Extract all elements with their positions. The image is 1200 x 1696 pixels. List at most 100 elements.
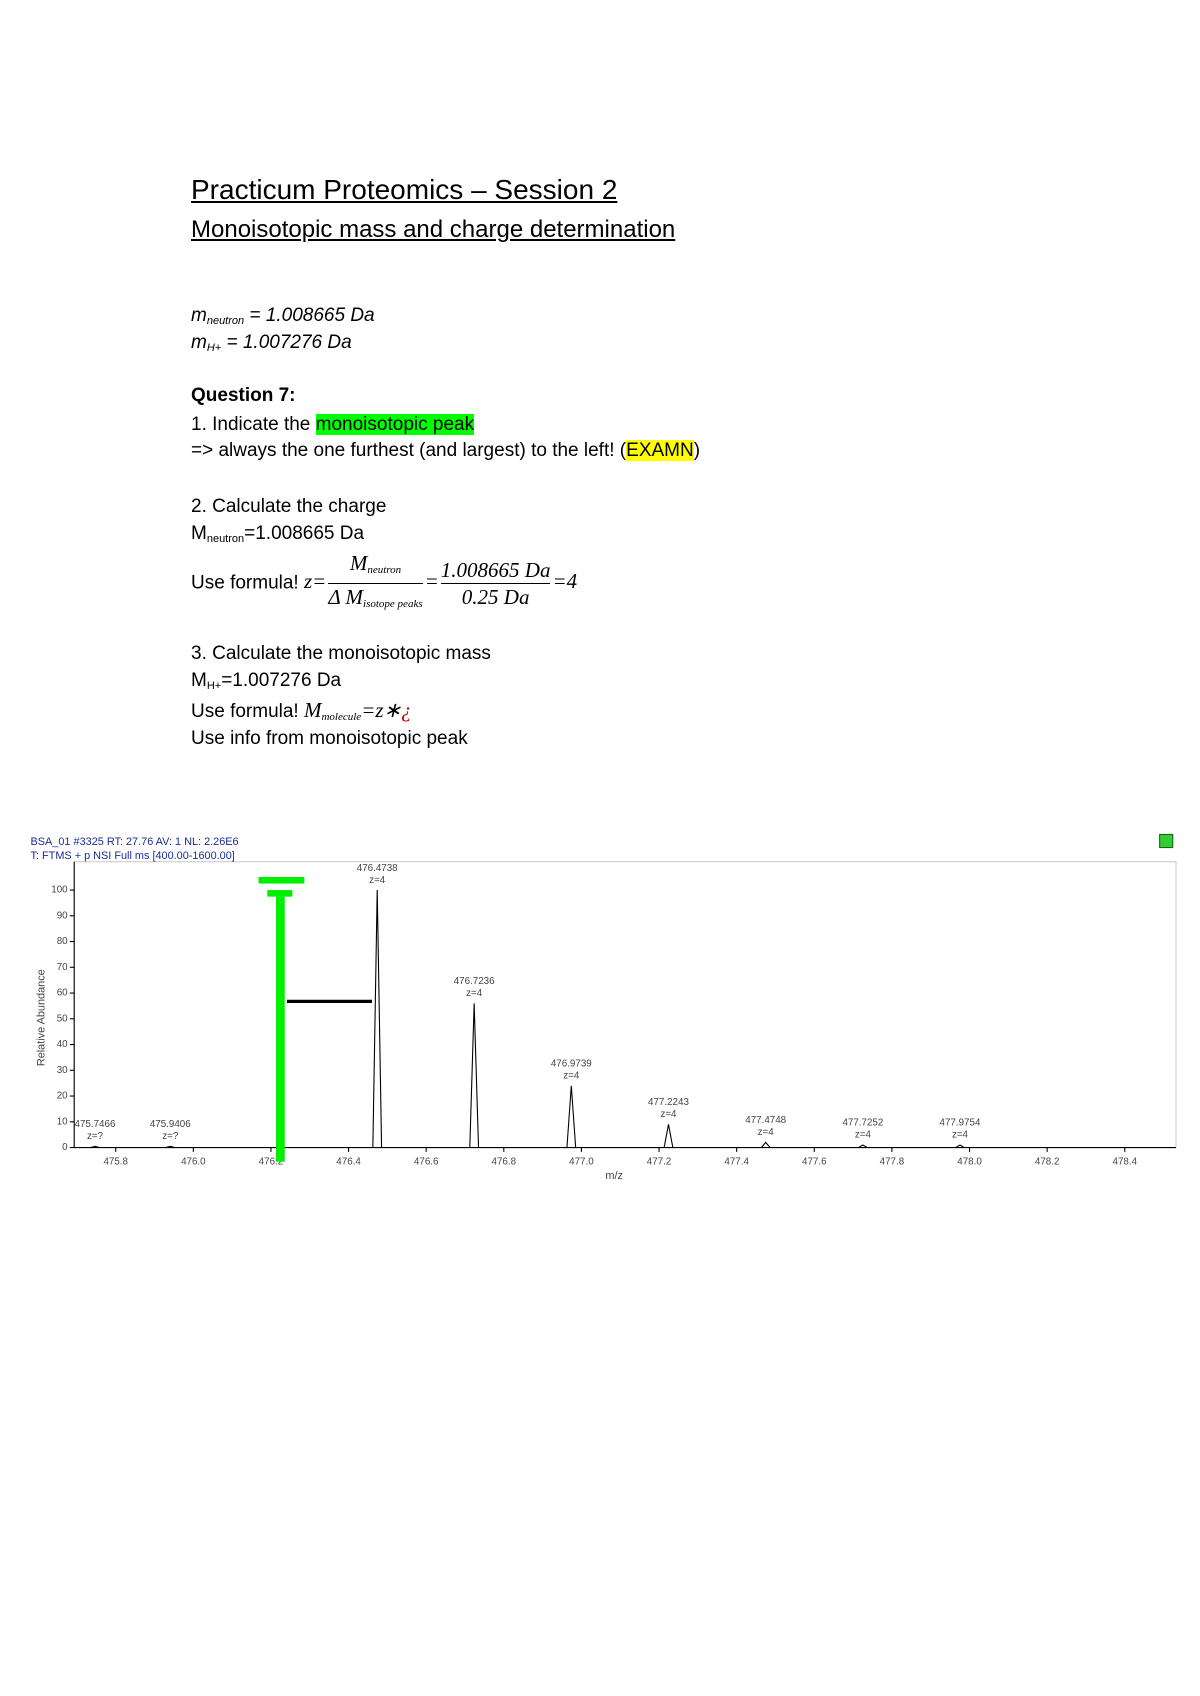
fraction: 1.008665 Da 0.25 Da	[440, 557, 551, 610]
x-tick-label: 477.0	[569, 1156, 594, 1167]
peak-label: 476.9739	[551, 1059, 592, 1070]
peak	[372, 890, 383, 1148]
step: 1. Indicate the monoisotopic peak	[191, 413, 475, 437]
symbol: m	[191, 305, 207, 326]
x-tick-label: 477.2	[647, 1156, 672, 1167]
y-tick-label: 20	[57, 1091, 68, 1102]
given: MH+=1.007276 Da	[191, 669, 341, 698]
peak	[663, 1124, 674, 1148]
header: T: FTMS + p NSI Full ms [400.00-1600.00]	[31, 850, 235, 862]
fraction: Mneutron Δ Misotope peaks	[328, 550, 423, 617]
x-tick-label: 476.0	[181, 1156, 206, 1167]
y-tick-label: 90	[57, 910, 68, 921]
symbol: M	[349, 551, 368, 575]
x-tick-label: 476.2	[259, 1156, 284, 1167]
x-tick-label: 475.8	[103, 1156, 128, 1167]
y-tick-label: 50	[57, 1013, 68, 1024]
text: )	[693, 440, 701, 461]
subscript: neutron	[367, 564, 402, 576]
subscript: H+	[206, 342, 222, 354]
y-tick-label: 30	[57, 1065, 68, 1076]
charge-label: z=4	[855, 1130, 872, 1141]
peak-label: 477.9754	[940, 1118, 981, 1129]
intro: Use formula!	[191, 701, 304, 722]
highlight: monoisotopic peak	[315, 414, 475, 435]
step: 2. Calculate the charge	[191, 496, 387, 517]
charge-label: z=4	[466, 988, 483, 999]
peak	[858, 1144, 868, 1149]
x-tick-label: 476.6	[414, 1156, 439, 1167]
x-tick-label: 477.4	[724, 1156, 749, 1167]
y-axis-label: Relative Abundance	[35, 969, 47, 1066]
peak-label: 477.4748	[745, 1115, 786, 1126]
text: => always the one furthest (and largest)…	[191, 440, 627, 461]
spectrum-chart: BSA_01 #3325 RT: 27.76 AV: 1 NL: 2.26E6 …	[31, 833, 1177, 1182]
x-tick-label: 477.6	[802, 1156, 827, 1167]
value: =1.008665 Da	[244, 523, 365, 544]
marker	[276, 896, 285, 1162]
marker	[267, 890, 293, 897]
value: = 1.007276 Da	[221, 332, 352, 353]
given: Mneutron=1.008665 Da	[191, 522, 364, 551]
peak	[760, 1141, 771, 1148]
symbol: Δ M	[328, 585, 364, 609]
symbol: m	[191, 332, 207, 353]
formula: Mmolecule=z∗¿	[303, 698, 412, 723]
y-tick-label: 40	[57, 1039, 68, 1050]
peak	[165, 1145, 175, 1149]
x-tick-label: 477.8	[880, 1156, 905, 1167]
formula-line: Use formula! Mmolecule=z∗¿	[191, 698, 412, 729]
charge-label: z=4	[369, 875, 386, 886]
charge-label: z=4	[952, 1130, 969, 1141]
peak	[566, 1085, 577, 1148]
y-tick-label: 80	[57, 936, 68, 947]
plot-frame	[73, 861, 1177, 1149]
title: Practicum Proteomics – Session 2	[191, 174, 618, 205]
subscript: molecule	[321, 711, 362, 723]
equals: =	[424, 569, 439, 594]
intro: Use formula!	[191, 572, 304, 594]
x-tick-label: 476.8	[492, 1156, 517, 1167]
subtitle: Monoisotopic mass and charge determinati…	[191, 216, 676, 243]
peak	[469, 1003, 480, 1148]
symbol: M	[191, 523, 207, 544]
peak-label: 477.2243	[648, 1097, 689, 1108]
x-tick-label: 478.2	[1035, 1156, 1060, 1167]
peak-label: 477.7252	[842, 1118, 883, 1129]
numerator: Mneutron	[328, 550, 423, 584]
y-tick-label: 0	[62, 1142, 68, 1153]
formula-line: Use formula! z= Mneutron Δ Misotope peaks =…	[191, 550, 577, 617]
peak-label: 476.4738	[357, 863, 398, 874]
highlight: EXAMN	[626, 440, 694, 461]
value: =1.007276 Da	[221, 670, 342, 691]
peak	[90, 1145, 100, 1149]
value: = 1.008665 Da	[244, 305, 375, 326]
charge-label: z=?	[162, 1131, 179, 1142]
rhs: =z∗	[361, 698, 402, 722]
y-tick-label: 10	[57, 1116, 68, 1127]
peak-label: 475.7466	[75, 1119, 116, 1130]
y-tick-label: 70	[57, 962, 68, 973]
note: => always the one furthest (and largest)…	[191, 439, 700, 463]
lhs: z=	[303, 569, 327, 594]
x-axis-label: m/z	[605, 1170, 623, 1182]
peak	[955, 1144, 965, 1149]
annotation	[258, 877, 372, 1162]
mark: ¿	[401, 698, 412, 722]
text: 1. Indicate the	[191, 414, 316, 435]
symbol: M	[303, 698, 322, 722]
constant: mH+ = 1.007276 Da	[191, 331, 352, 360]
peak-label: 475.9406	[150, 1119, 191, 1130]
step: 3. Calculate the monoisotopic mass	[191, 643, 491, 664]
subscript: H+	[206, 680, 222, 692]
icon	[1159, 833, 1174, 849]
numerator: 1.008665 Da	[440, 558, 551, 584]
header: BSA_01 #3325 RT: 27.76 AV: 1 NL: 2.26E6	[31, 836, 239, 848]
y-tick-label: 100	[51, 885, 68, 896]
question: Question 7:	[191, 385, 296, 406]
x-tick-label: 476.4	[336, 1156, 361, 1167]
denominator: 0.25 Da	[461, 585, 530, 609]
subscript: isotope peaks	[363, 598, 423, 610]
